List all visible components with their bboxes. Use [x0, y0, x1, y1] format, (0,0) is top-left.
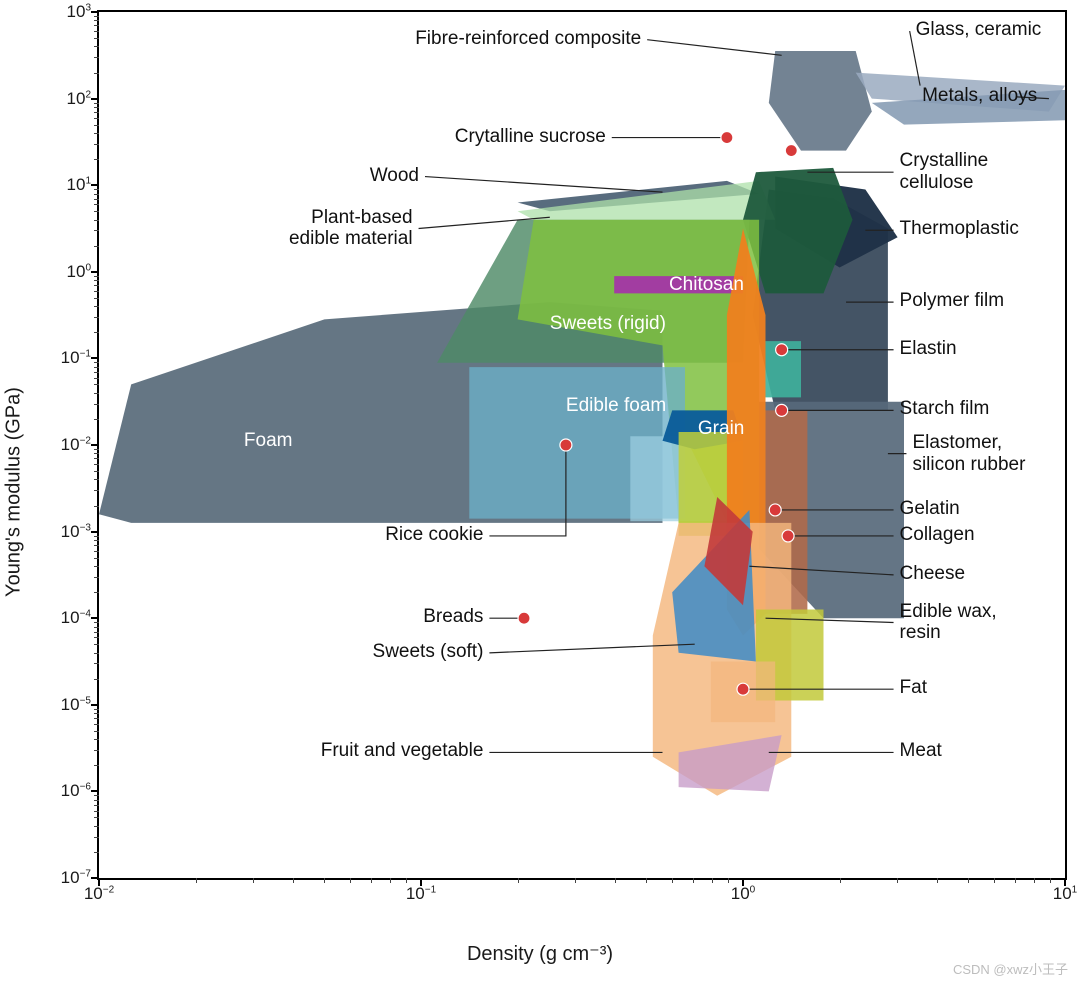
y-tick-label: 10−2 [61, 435, 99, 455]
callout-label: Fat [900, 677, 927, 699]
data-point [769, 504, 781, 516]
callout-label: Meat [900, 740, 942, 762]
data-point [518, 612, 530, 624]
x-tick-label: 100 [731, 878, 755, 904]
region-label: Chitosan [669, 274, 744, 296]
callout-label: Collagen [900, 524, 975, 546]
y-tick-label: 10−1 [61, 348, 99, 368]
callout-label: Wood [370, 165, 419, 187]
region-label: Foam [244, 430, 293, 452]
region-fibre-reinforced-composite [769, 51, 872, 151]
y-tick-label: 10−6 [61, 781, 99, 801]
y-tick-label: 100 [67, 262, 99, 282]
callout-label: Polymer film [900, 290, 1005, 312]
y-tick-label: 10−3 [61, 522, 99, 542]
data-point [737, 683, 749, 695]
x-tick-label: 10−1 [406, 878, 436, 904]
y-tick-label: 10−4 [61, 608, 99, 628]
y-tick-label: 103 [67, 2, 99, 22]
callout-label: Gelatin [900, 498, 960, 520]
region-label: Grain [698, 418, 744, 440]
x-tick-label: 10−2 [84, 878, 114, 904]
plot-area: 10−710−610−510−410−310−210−1100101102103… [97, 10, 1067, 880]
callout-label: Sweets (soft) [373, 641, 484, 663]
callout-label: Thermoplastic [900, 218, 1019, 240]
callout-label: Elastin [900, 338, 957, 360]
callout-label: Breads [423, 606, 483, 628]
callout-label: Glass, ceramic [916, 19, 1042, 41]
y-axis-label: Young's modulus (GPa) [3, 387, 26, 597]
x-tick-label: 101 [1053, 878, 1077, 904]
region-label: Sweets (rigid) [550, 313, 666, 335]
data-point [785, 145, 797, 157]
x-axis-label: Density (g cm⁻³) [467, 941, 613, 966]
data-point [776, 404, 788, 416]
callout-label: Elastomer,silicon rubber [912, 432, 1025, 476]
data-point [782, 530, 794, 542]
watermark: CSDN @xwz小王子 [953, 959, 1068, 978]
y-tick-label: 102 [67, 89, 99, 109]
callout-label: Crytalline sucrose [455, 126, 606, 148]
figure-wrap: 10−710−610−510−410−310−210−1100101102103… [0, 0, 1080, 984]
callout-label: Metals, alloys [922, 85, 1037, 107]
y-tick-label: 101 [67, 175, 99, 195]
callout-label: Cheese [900, 563, 966, 585]
region-label: Edible foam [566, 395, 666, 417]
y-tick-label: 10−5 [61, 695, 99, 715]
data-point [776, 344, 788, 356]
callout-label: Crystallinecellulose [900, 150, 989, 194]
callout-label: Plant-basededible material [289, 207, 413, 251]
callout-label: Rice cookie [385, 524, 483, 546]
callout-line [425, 177, 663, 193]
callout-label: Fruit and vegetable [321, 740, 484, 762]
data-point [721, 132, 733, 144]
callout-label: Edible wax,resin [900, 601, 997, 645]
callout-label: Fibre-reinforced composite [415, 28, 641, 50]
data-point [560, 439, 572, 451]
callout-label: Starch film [900, 398, 990, 420]
callout-line [647, 40, 781, 56]
